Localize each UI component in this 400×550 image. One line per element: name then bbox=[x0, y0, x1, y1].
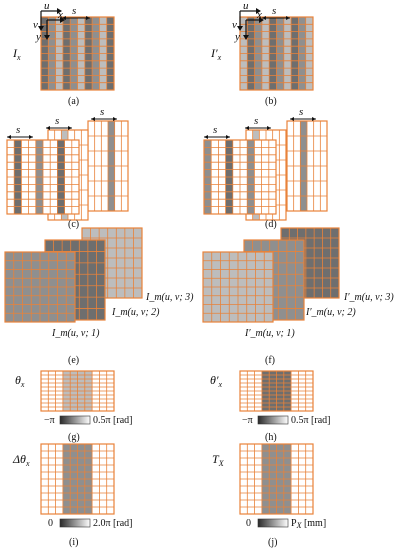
dimension-s-label: s bbox=[55, 115, 59, 127]
axis-v-label: v bbox=[232, 19, 237, 31]
pattern-grid-Ix bbox=[40, 16, 115, 91]
panel-label-a: (a) bbox=[68, 96, 79, 107]
phase-map-thetap bbox=[239, 370, 314, 412]
panel-b-annotations: I′x u v x y s (b) bbox=[210, 0, 290, 107]
panel-label-j: (j) bbox=[268, 537, 277, 548]
axis-v-label: v bbox=[33, 19, 38, 31]
subpattern-grid-3 bbox=[286, 120, 328, 212]
panel-j-annotations: TX 0 PX [mm] (j) bbox=[212, 452, 326, 548]
axis-y-label: y bbox=[35, 31, 41, 43]
axis-u-label: u bbox=[44, 0, 50, 12]
phase-difference-map bbox=[40, 443, 115, 515]
panel-f-annotations: I′_m(u, v; 1) I′_m(u, v; 2) I′_m(u, v; 3… bbox=[244, 292, 394, 366]
symbol-T: TX bbox=[212, 452, 225, 468]
layer-grid-1 bbox=[202, 251, 274, 323]
panel-label-d: (d) bbox=[265, 219, 277, 230]
symbol-Ix: Ix bbox=[12, 46, 21, 62]
layer-grid-1 bbox=[4, 251, 76, 323]
dimension-s-label: s bbox=[299, 106, 303, 118]
colorbar-max-label: 2.0π [rad] bbox=[93, 518, 132, 529]
colorbar-min-label: −π bbox=[242, 415, 253, 426]
layer-label-3: I′_m(u, v; 3) bbox=[343, 292, 394, 303]
colorbar-min-label: 0 bbox=[48, 518, 53, 529]
subpattern-grid-3 bbox=[87, 120, 129, 212]
colorbar-max-label: 0.5π [rad] bbox=[291, 415, 330, 426]
symbol-theta: θx bbox=[15, 373, 25, 389]
colorbar bbox=[59, 518, 91, 528]
dimension-s-label: s bbox=[254, 115, 258, 127]
grid-layer bbox=[4, 16, 340, 515]
subpattern-grid-1 bbox=[6, 139, 80, 215]
panel-label-i: (i) bbox=[69, 537, 78, 548]
dimension-s-label: s bbox=[272, 5, 276, 17]
colorbar-min-label: −π bbox=[44, 415, 55, 426]
pattern-grid-Ipx bbox=[239, 16, 314, 91]
panel-a-annotations: Ix u v x y s (a) bbox=[12, 0, 90, 107]
panel-c-annotations: s s s (c) bbox=[7, 106, 117, 230]
colorbar-max-label: 0.5π [rad] bbox=[93, 415, 132, 426]
panel-i-annotations: Δθx 0 2.0π [rad] (i) bbox=[12, 452, 132, 548]
subpattern-grid-1 bbox=[203, 139, 277, 215]
layer-label-2: I′_m(u, v; 2) bbox=[305, 307, 356, 318]
dimension-s-label: s bbox=[16, 124, 20, 136]
layer-label-3: I_m(u, v; 3) bbox=[145, 292, 194, 303]
axis-x-label: x bbox=[57, 9, 63, 21]
panel-h-annotations: θ′x −π 0.5π [rad] (h) bbox=[210, 373, 330, 443]
panel-label-g: (g) bbox=[68, 432, 80, 443]
colorbar bbox=[257, 415, 289, 425]
layer-label-1: I′_m(u, v; 1) bbox=[244, 328, 295, 339]
axis-x-label: x bbox=[256, 9, 262, 21]
colorbar-min-label: 0 bbox=[246, 518, 251, 529]
colorbar-max-label: PX [mm] bbox=[291, 518, 326, 530]
thickness-map bbox=[239, 443, 314, 515]
panel-label-e: (e) bbox=[68, 355, 79, 366]
dimension-s-label: s bbox=[213, 124, 217, 136]
panel-d-annotations: s s s (d) bbox=[204, 106, 316, 230]
symbol-Ipx: I′x bbox=[210, 46, 222, 62]
panel-label-h: (h) bbox=[265, 432, 277, 443]
symbol-dtheta: Δθx bbox=[12, 452, 30, 468]
panel-label-b: (b) bbox=[265, 96, 277, 107]
axis-y-label: y bbox=[234, 31, 240, 43]
colorbar bbox=[59, 415, 91, 425]
layer-label-2: I_m(u, v; 2) bbox=[111, 307, 160, 318]
axis-u-label: u bbox=[243, 0, 249, 12]
dimension-s-label: s bbox=[100, 106, 104, 118]
colorbar bbox=[257, 518, 289, 528]
layer-label-1: I_m(u, v; 1) bbox=[51, 328, 100, 339]
panel-g-annotations: θx −π 0.5π [rad] (g) bbox=[15, 373, 132, 443]
symbol-thetap: θ′x bbox=[210, 373, 223, 389]
phase-map-theta bbox=[40, 370, 115, 412]
panel-e-annotations: I_m(u, v; 1) I_m(u, v; 2) I_m(u, v; 3) (… bbox=[51, 292, 194, 366]
dimension-s-label: s bbox=[72, 5, 76, 17]
panel-label-c: (c) bbox=[68, 219, 79, 230]
panel-label-f: (f) bbox=[265, 355, 275, 366]
